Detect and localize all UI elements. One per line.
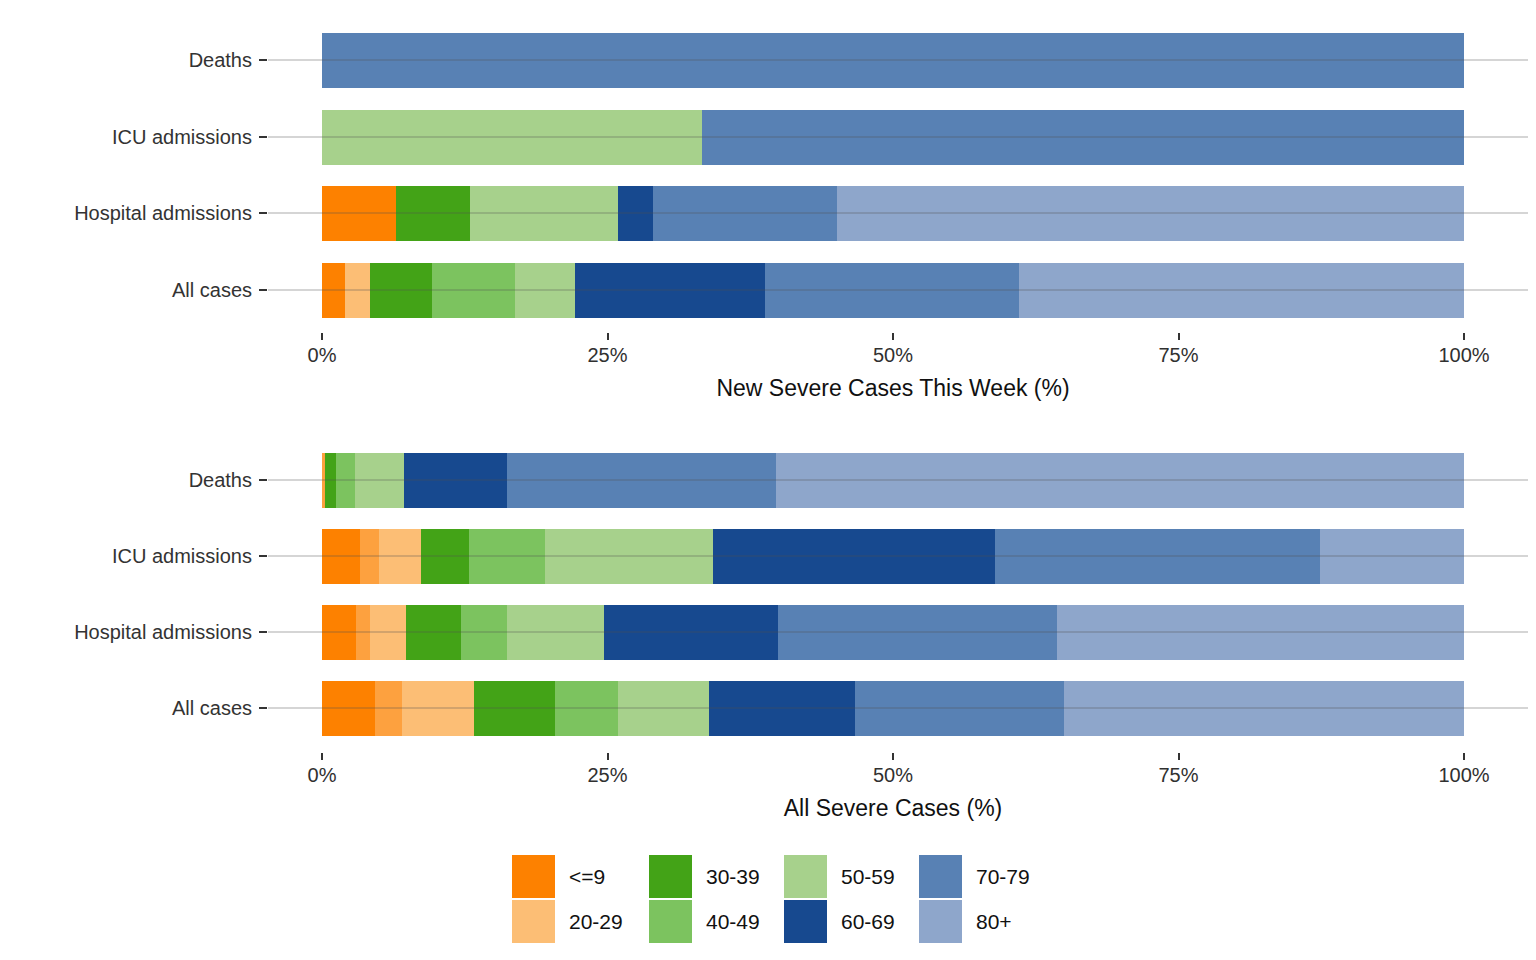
x-axis-tick <box>1463 753 1465 760</box>
legend-swatch-50-59 <box>784 855 827 898</box>
x-axis-tick <box>1178 333 1180 340</box>
x-tick-label: 75% <box>1134 344 1224 366</box>
x-axis-title-top: New Severe Cases This Week (%) <box>322 375 1464 402</box>
x-tick-label: 25% <box>563 764 653 786</box>
category-tick <box>259 212 267 214</box>
x-tick-label: 100% <box>1419 344 1509 366</box>
x-axis-tick <box>607 333 609 340</box>
category-tick <box>259 631 267 633</box>
category-label-all-cases: All cases <box>0 278 252 302</box>
legend-swatch-30-39 <box>649 855 692 898</box>
legend-swatch-40-49 <box>649 900 692 943</box>
category-tick <box>259 707 267 709</box>
gridline <box>268 59 1528 61</box>
category-tick <box>259 289 267 291</box>
x-axis-tick <box>321 753 323 760</box>
x-axis-tick <box>321 333 323 340</box>
legend-swatch-80 <box>919 900 962 943</box>
x-axis-title-bottom: All Severe Cases (%) <box>322 795 1464 822</box>
gridline <box>268 479 1528 481</box>
gridline <box>268 212 1528 214</box>
gridline <box>268 136 1528 138</box>
gridline <box>268 631 1528 633</box>
x-axis-tick <box>607 753 609 760</box>
legend-swatch-70-79 <box>919 855 962 898</box>
x-axis-tick <box>1178 753 1180 760</box>
gridline <box>268 289 1528 291</box>
x-tick-label: 0% <box>277 764 367 786</box>
category-label-deaths: Deaths <box>0 48 252 72</box>
category-tick <box>259 136 267 138</box>
x-tick-label: 100% <box>1419 764 1509 786</box>
x-tick-label: 0% <box>277 344 367 366</box>
x-axis-tick <box>892 753 894 760</box>
category-label-icu-admissions: ICU admissions <box>0 125 252 149</box>
x-axis-tick <box>1463 333 1465 340</box>
category-label-icu-admissions: ICU admissions <box>0 544 252 568</box>
category-label-hospital-admissions: Hospital admissions <box>0 201 252 225</box>
category-label-all-cases: All cases <box>0 696 252 720</box>
x-tick-label: 75% <box>1134 764 1224 786</box>
x-tick-label: 50% <box>848 764 938 786</box>
x-axis-tick <box>892 333 894 340</box>
gridline <box>268 555 1528 557</box>
x-tick-label: 25% <box>563 344 653 366</box>
x-tick-label: 50% <box>848 344 938 366</box>
legend-swatch-60-69 <box>784 900 827 943</box>
category-tick <box>259 59 267 61</box>
category-label-hospital-admissions: Hospital admissions <box>0 620 252 644</box>
legend-label-80: 80+ <box>976 900 1096 943</box>
category-tick <box>259 555 267 557</box>
legend-swatch-20-29 <box>512 900 555 943</box>
gridline <box>268 707 1528 709</box>
category-tick <box>259 479 267 481</box>
legend-swatch-9 <box>512 855 555 898</box>
figure-canvas: Deaths ICU admissions Hospital admissions A… <box>0 0 1536 960</box>
legend-label-70-79: 70-79 <box>976 855 1096 898</box>
category-label-deaths: Deaths <box>0 468 252 492</box>
